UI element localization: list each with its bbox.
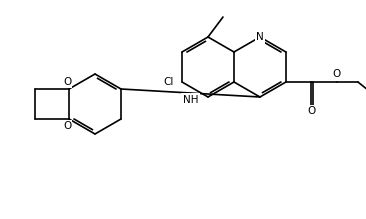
Text: NH: NH xyxy=(183,95,198,105)
Text: O: O xyxy=(333,69,341,79)
Text: O: O xyxy=(63,121,71,131)
Text: Cl: Cl xyxy=(164,77,174,87)
Text: O: O xyxy=(63,77,71,87)
Text: O: O xyxy=(307,106,315,117)
Text: N: N xyxy=(256,32,264,42)
